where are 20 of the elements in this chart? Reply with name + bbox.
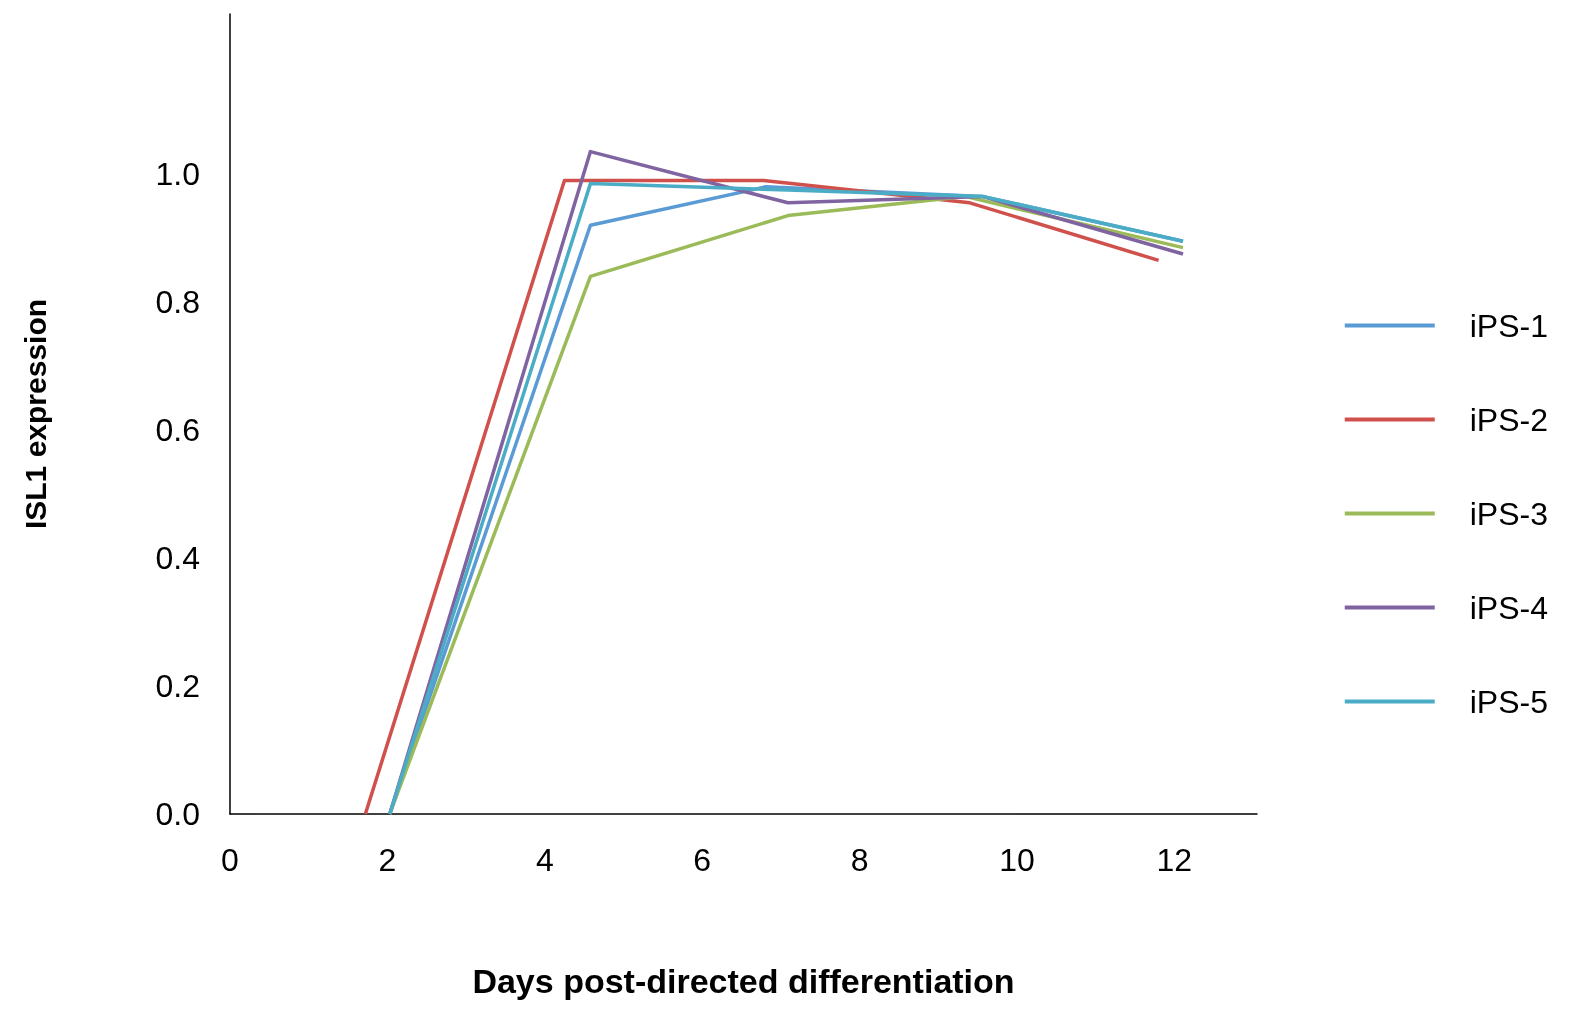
legend-label: iPS-4 [1469, 589, 1548, 626]
x-tick-label: 0 [221, 842, 239, 878]
y-tick-label: 1.0 [155, 156, 200, 192]
x-tick-label: 2 [378, 842, 397, 878]
y-tick-label: 0.4 [155, 540, 200, 576]
x-tick-label: 6 [693, 842, 712, 878]
legend-label: iPS-5 [1469, 683, 1548, 720]
x-tick-label: 12 [1156, 842, 1193, 878]
y-tick-label: 0.0 [155, 796, 200, 832]
x-tick-label: 10 [999, 842, 1035, 878]
y-tick-label: 0.6 [155, 412, 200, 448]
legend-label: iPS-1 [1469, 307, 1548, 344]
y-axis-title: ISL1 expression [18, 298, 52, 530]
legend-label: iPS-2 [1469, 401, 1548, 438]
y-tick-label: 0.2 [155, 668, 200, 704]
x-tick-label: 8 [850, 842, 869, 878]
x-tick-label: 4 [535, 842, 554, 878]
x-axis-title: Days post-directed differentiation [472, 962, 1015, 1000]
y-tick-label: 0.8 [155, 284, 200, 320]
legend-label: iPS-3 [1469, 495, 1548, 532]
